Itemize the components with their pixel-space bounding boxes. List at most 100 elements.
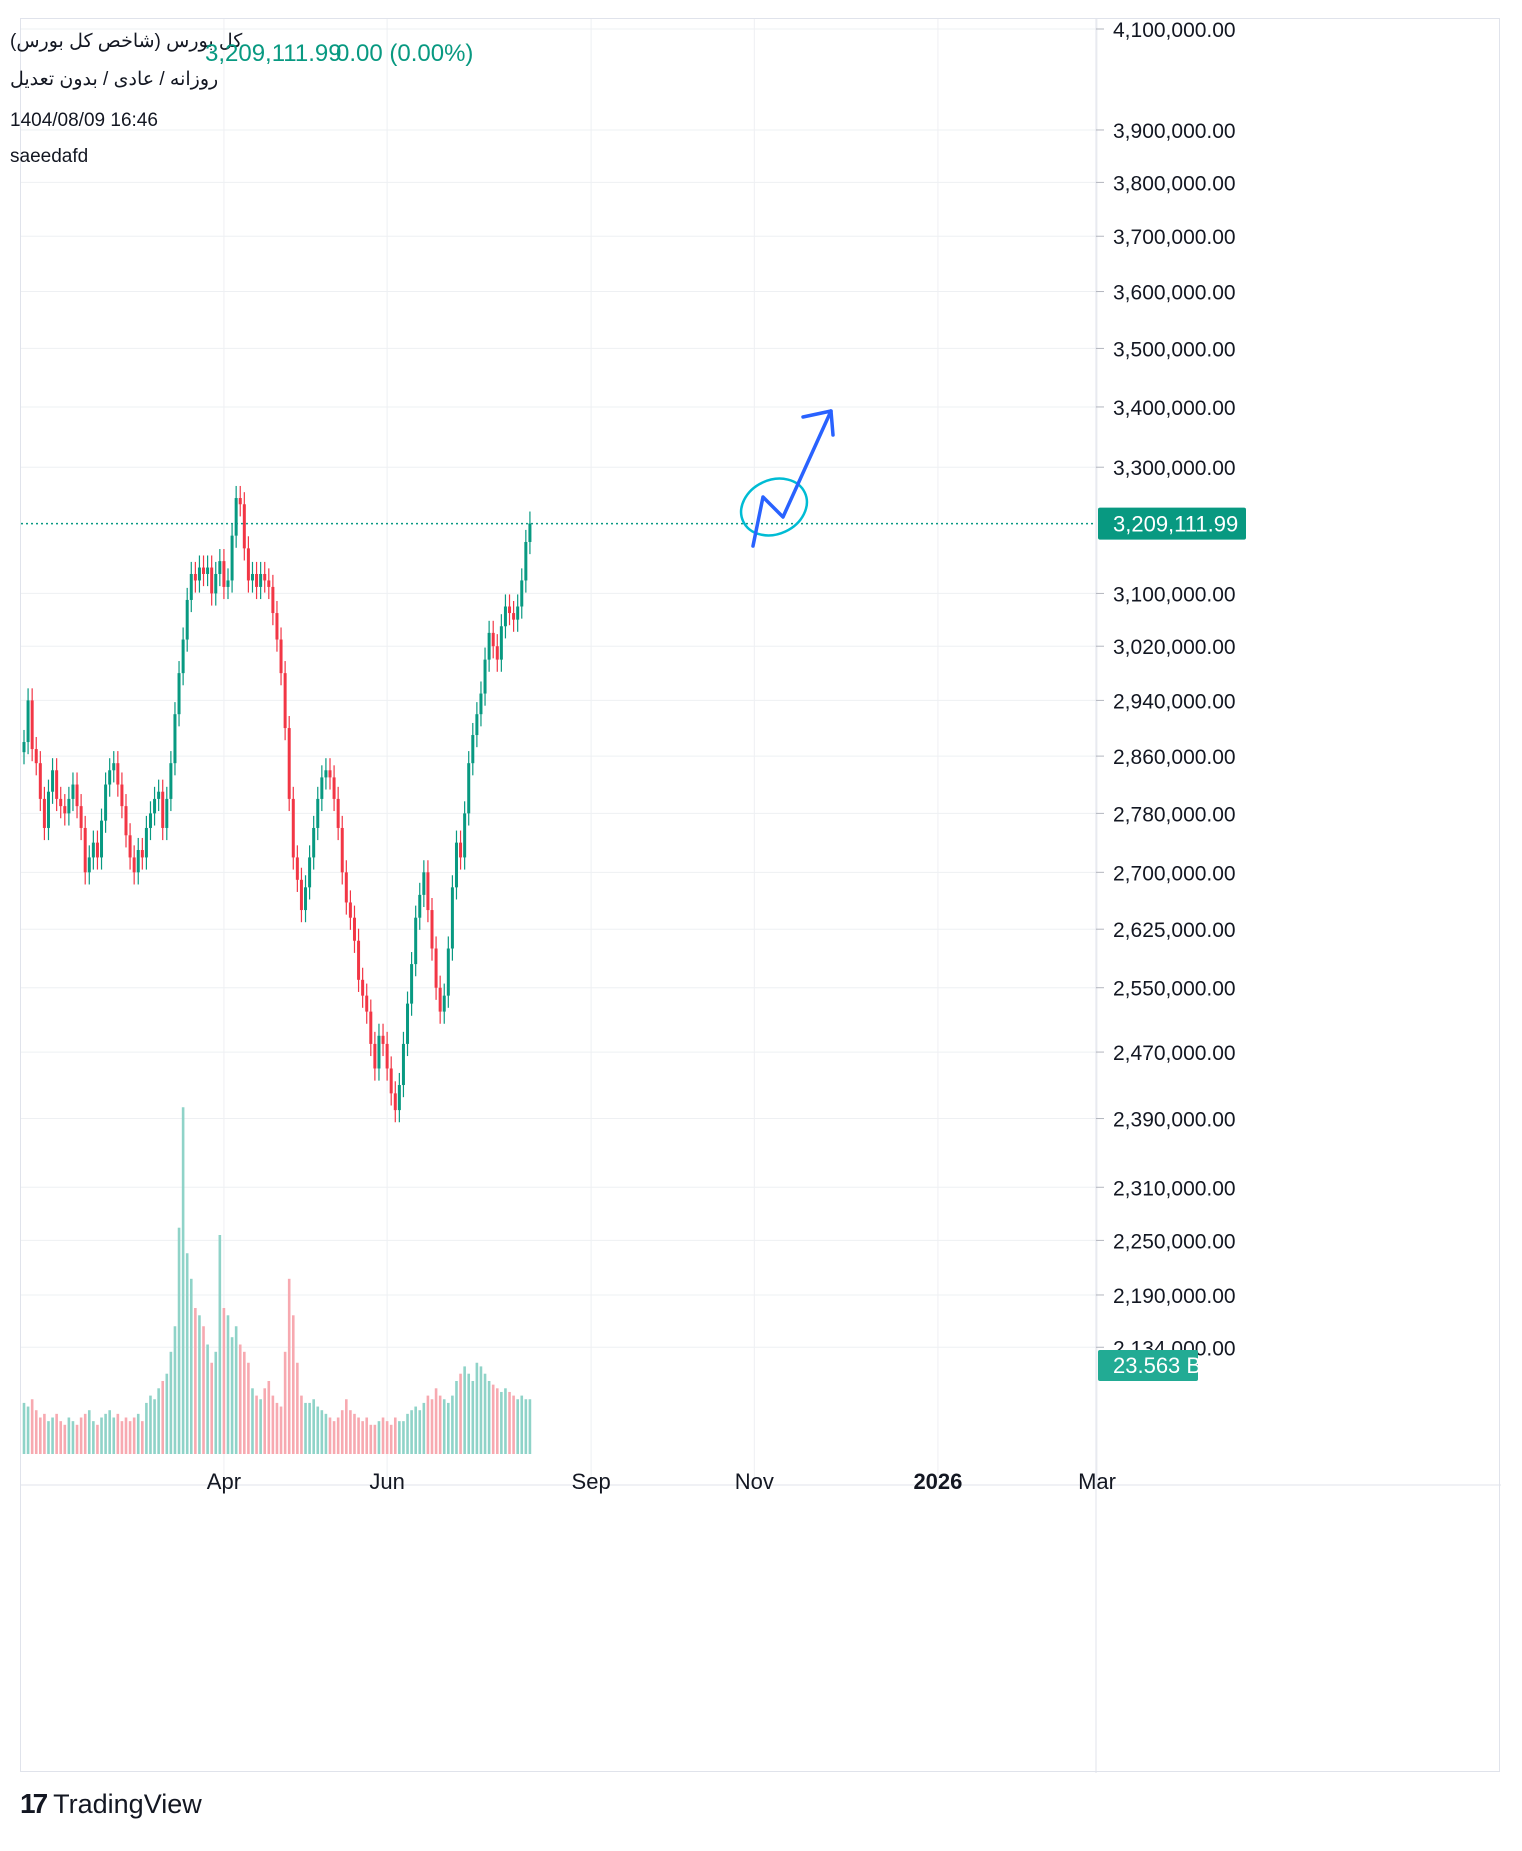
volume-bar — [218, 1235, 222, 1454]
candle-body — [308, 857, 312, 888]
candle-body — [222, 561, 226, 587]
volume-bar — [92, 1421, 95, 1454]
price-tick-label: 3,500,000.00 — [1113, 338, 1236, 361]
price-axis[interactable]: 4,100,000.00 3,900,000.00 3,800,000.00 3,70… — [1096, 19, 1236, 1360]
candle-body — [418, 894, 422, 918]
volume-bar — [398, 1421, 401, 1454]
symbol-title[interactable]: کل بورس (شاخص کل بورس) — [10, 31, 243, 52]
candle-body — [528, 523, 532, 542]
chart-frame[interactable]: 4,100,000.00 3,900,000.00 3,800,000.00 3,70… — [20, 18, 1501, 1773]
candle-body — [499, 626, 503, 660]
time-axis[interactable]: Apr Jun Sep Nov 2026 Mar — [207, 1469, 1116, 1494]
candle-body — [487, 632, 491, 660]
volume-bar — [202, 1326, 205, 1454]
volume-bar — [393, 1417, 397, 1454]
volume-bar — [377, 1421, 381, 1454]
candle-body — [291, 798, 295, 858]
volume-bar — [34, 1410, 38, 1454]
trend-annotation[interactable] — [732, 409, 835, 548]
price-tick-label: 4,100,000.00 — [1113, 19, 1236, 42]
candle-body — [226, 580, 230, 587]
time-tick-label: Jun — [369, 1469, 404, 1494]
candle-body — [454, 842, 458, 888]
candle-body — [26, 700, 30, 743]
candle-body — [373, 1043, 377, 1069]
candle-body — [381, 1035, 385, 1044]
price-chart[interactable]: 4,100,000.00 3,900,000.00 3,800,000.00 3,70… — [21, 19, 1501, 1773]
candle-body — [38, 763, 42, 799]
price-tick-label: 2,310,000.00 — [1113, 1177, 1236, 1200]
volume-bar — [71, 1421, 75, 1454]
candle-body — [312, 827, 316, 858]
volume-bar — [43, 1413, 46, 1454]
candle-body — [442, 995, 446, 1012]
price-tick-label: 2,190,000.00 — [1113, 1285, 1236, 1308]
volume-bar — [316, 1406, 320, 1454]
volume-bar — [349, 1410, 352, 1454]
volume-bar — [365, 1417, 369, 1454]
candle-body — [279, 639, 283, 674]
candle-body — [136, 850, 140, 873]
candle-body — [316, 798, 320, 828]
candle-body — [385, 1043, 389, 1069]
candle-body — [463, 813, 467, 858]
candle-body — [185, 599, 189, 640]
volume-bar — [471, 1381, 475, 1454]
candle-body — [242, 504, 246, 549]
snapshot-datetime: 1404/08/09 16:46 — [10, 110, 158, 131]
volume-bar — [438, 1395, 442, 1454]
candle-body — [153, 798, 157, 814]
volume-bar — [189, 1278, 193, 1454]
candle-body — [361, 979, 365, 996]
price-tick-label: 2,940,000.00 — [1113, 690, 1236, 713]
candle-body — [140, 850, 144, 858]
time-tick-label: 2026 — [913, 1469, 962, 1494]
annotation-arrow-line[interactable] — [751, 409, 833, 548]
candle-body — [508, 606, 512, 614]
candle-body — [426, 872, 430, 911]
candle-body — [430, 910, 434, 949]
volume-bar — [226, 1315, 230, 1454]
price-tick-label: 2,700,000.00 — [1113, 862, 1236, 885]
candle-body — [287, 728, 291, 799]
volume-bar — [442, 1399, 446, 1454]
candle-body — [51, 770, 55, 792]
volume-bar — [320, 1410, 324, 1454]
candle-body — [406, 1003, 410, 1044]
candle-body — [357, 940, 361, 980]
tradingview-logo[interactable]: 17 TradingView — [20, 1788, 202, 1820]
candle-body — [234, 498, 238, 536]
time-tick-label: Sep — [572, 1469, 611, 1494]
price-tick-label: 2,390,000.00 — [1113, 1109, 1236, 1132]
tradingview-brand-text: TradingView — [53, 1788, 202, 1819]
last-price-label-text: 3,209,111.99 — [1113, 512, 1238, 537]
volume-bar — [165, 1373, 169, 1454]
candle-body — [503, 606, 507, 627]
volume-bar — [296, 1362, 299, 1454]
candle-body — [169, 763, 173, 799]
volume-bar — [83, 1413, 87, 1454]
volume-bar — [210, 1362, 213, 1454]
volume-bar — [55, 1413, 58, 1454]
grid-lines — [21, 19, 1098, 1485]
annotation-ellipse[interactable] — [732, 468, 816, 546]
volume-bar — [145, 1402, 148, 1454]
candle-body — [128, 835, 132, 858]
price-tick-label: 3,020,000.00 — [1113, 636, 1236, 659]
candle-body — [112, 763, 116, 771]
volume-bar — [491, 1384, 495, 1454]
candle-body — [295, 857, 299, 880]
volume-bar — [79, 1417, 83, 1454]
volume-bar — [451, 1395, 454, 1454]
candle-body — [132, 857, 136, 873]
candle-body — [95, 842, 99, 858]
volume-bar — [336, 1417, 340, 1454]
candle-body — [71, 784, 75, 799]
volume-bar — [51, 1417, 54, 1454]
annotation-arrow-head[interactable] — [801, 409, 835, 437]
candle-body — [495, 646, 499, 660]
candle-body — [304, 887, 308, 911]
volume-bar — [251, 1388, 254, 1454]
volume-bar — [357, 1417, 360, 1454]
candle-body — [491, 632, 495, 647]
